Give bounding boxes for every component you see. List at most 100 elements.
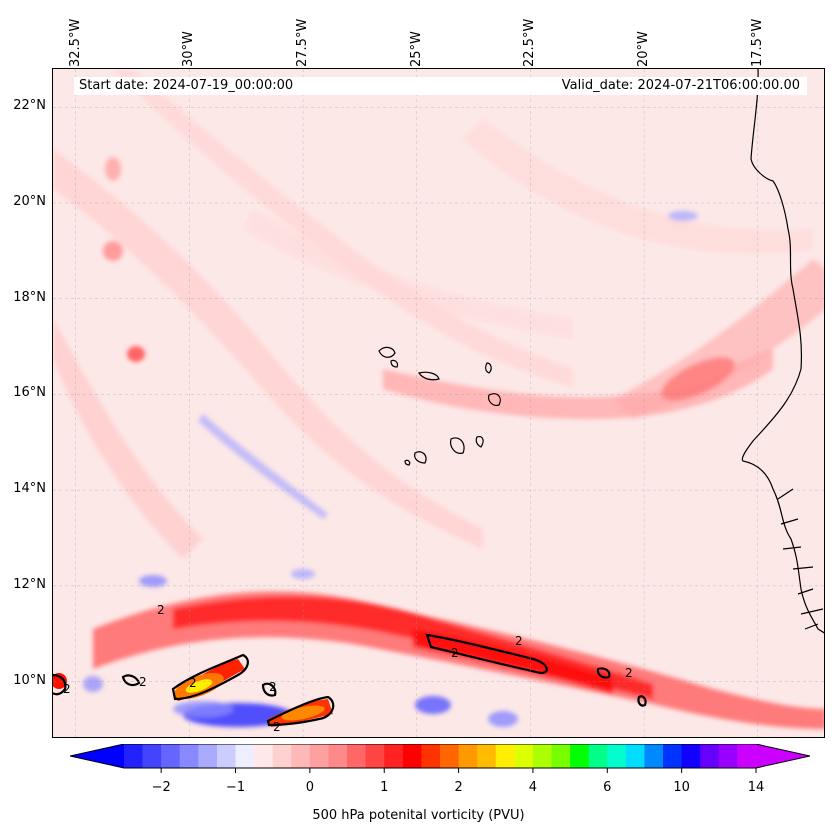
- colorbar-outline: [70, 744, 810, 769]
- pv-max-west: [105, 157, 121, 181]
- latitude-label: 16°N: [13, 385, 46, 401]
- colorbar-segment: [458, 744, 478, 768]
- pv-band-light: [613, 259, 824, 419]
- colorbar-tick-label: 6: [603, 780, 612, 795]
- colorbar-segment: [291, 744, 311, 768]
- colorbar-segment: [495, 744, 515, 768]
- cape-verde-islands: [378, 346, 501, 466]
- colorbar-label: 500 hPa potenital vorticity (PVU): [312, 808, 525, 823]
- colorbar-segment: [440, 744, 460, 768]
- colorbar-segment: [402, 744, 422, 768]
- pv-negative-patch: [139, 575, 167, 587]
- latitude-label: 18°N: [13, 289, 46, 305]
- longitude-label: 27.5°W: [295, 18, 311, 67]
- colorbar-segment: [328, 744, 348, 768]
- latitude-label: 20°N: [13, 194, 46, 209]
- pv-negative-patch: [83, 676, 103, 692]
- colorbar-tick-label: 10: [673, 780, 690, 795]
- map-panel[interactable]: 2 2 2 2 2 2 2 2 2: [52, 68, 825, 738]
- contour-label: 2: [515, 634, 523, 648]
- pv-negative-patch: [415, 696, 451, 714]
- colorbar-tick-label: 4: [528, 780, 538, 795]
- colorbar-segment: [514, 744, 534, 768]
- colorbar-segment: [198, 744, 218, 768]
- colorbar-segment: [532, 744, 553, 768]
- colorbar-segment: [644, 744, 664, 768]
- longitude-label: 17.5°W: [749, 18, 765, 67]
- pv-band-light: [53, 319, 203, 559]
- colorbar-tick-label: 0: [305, 780, 315, 795]
- pv-max-cape-verde-band: [661, 357, 735, 401]
- colorbar-tick-label: −2: [151, 780, 171, 795]
- info-banner: [74, 77, 807, 95]
- colorbar-tick-label: 1: [380, 780, 389, 795]
- colorbar-segment: [718, 744, 738, 768]
- colorbar-segment: [625, 744, 645, 768]
- colorbar-tick-label: −1: [225, 780, 246, 795]
- contour-label: 2: [269, 680, 277, 694]
- colorbar-segment: [254, 744, 274, 768]
- contour-label: 2: [157, 603, 165, 617]
- latitude-label: 12°N: [13, 576, 46, 592]
- pv-negative-streak: [198, 414, 328, 519]
- colorbar-segment: [179, 744, 199, 768]
- colorbar-segment: [663, 744, 683, 768]
- pv-band-light: [243, 209, 573, 339]
- colorbar-segment: [384, 744, 404, 768]
- colorbar-segment: [607, 744, 627, 768]
- colorbar-segment: [272, 744, 292, 768]
- colorbar-segment: [365, 744, 385, 768]
- pv-band-light: [53, 149, 483, 549]
- pv-contour-2: [53, 633, 647, 727]
- colorbar-segment: [421, 744, 441, 768]
- contour-label: 2: [189, 676, 197, 690]
- colorbar-segment: [124, 744, 144, 768]
- longitude-label: 32.5°W: [67, 18, 83, 67]
- contour-label: 2: [273, 720, 281, 734]
- contour-label: 2: [139, 675, 147, 689]
- pv-band-light: [463, 119, 813, 254]
- pv-band-strong: [413, 629, 613, 694]
- contour-label: 2: [451, 646, 459, 660]
- colorbar-extend-under: [70, 744, 124, 768]
- latitude-label: 10°N: [13, 672, 46, 688]
- colorbar-segment: [681, 744, 701, 768]
- coastline-africa-detail: [777, 488, 824, 630]
- contour-label: 2: [63, 682, 71, 696]
- colorbar-tick-label: 14: [747, 780, 765, 795]
- colorbar-segment: [551, 744, 571, 768]
- colorbar-segment: [347, 744, 367, 768]
- pv-negative-patch: [668, 211, 698, 221]
- colorbar-segment: [570, 744, 590, 768]
- latitude-label: 14°N: [13, 481, 46, 497]
- colorbar-segment: [477, 744, 497, 768]
- latitude-label: 22°N: [13, 98, 46, 114]
- pv-field-map: 2 2 2 2 2 2 2 2 2: [53, 69, 824, 737]
- colorbar-segment: [700, 744, 720, 768]
- pv-band-core: [173, 596, 653, 699]
- colorbar-segment: [235, 744, 255, 768]
- valid-date-label: Valid_date: 2024-07-21T06:00:00.00: [561, 78, 800, 93]
- colorbar-tick-label: 2: [454, 780, 463, 795]
- pv-band-light: [113, 69, 573, 387]
- pv-max-west: [127, 346, 145, 362]
- colorbar: [70, 744, 810, 773]
- colorbar-segment: [216, 744, 237, 768]
- gridlines: [53, 69, 824, 737]
- longitude-label: 22.5°W: [522, 18, 538, 67]
- colorbar-segment: [142, 744, 162, 768]
- colorbar-segment: [309, 744, 329, 768]
- start-date-label: Start date: 2024-07-19_00:00:00: [79, 78, 294, 93]
- colorbar-segment: [161, 744, 181, 768]
- colorbar-extend-over: [756, 744, 810, 768]
- coastline-africa: [741, 69, 824, 634]
- longitude-label: 20°W: [636, 31, 652, 67]
- pv-contour-labels: 2 2 2 2 2 2 2 2 2: [63, 603, 633, 734]
- longitude-label: 30°W: [181, 31, 197, 67]
- contour-label: 2: [625, 666, 633, 680]
- pv-negative-patch: [488, 711, 518, 727]
- colorbar-segment: [737, 744, 757, 768]
- pv-band-medium: [383, 349, 773, 419]
- longitude-label: 25°W: [408, 31, 424, 67]
- colorbar-segment: [588, 744, 608, 768]
